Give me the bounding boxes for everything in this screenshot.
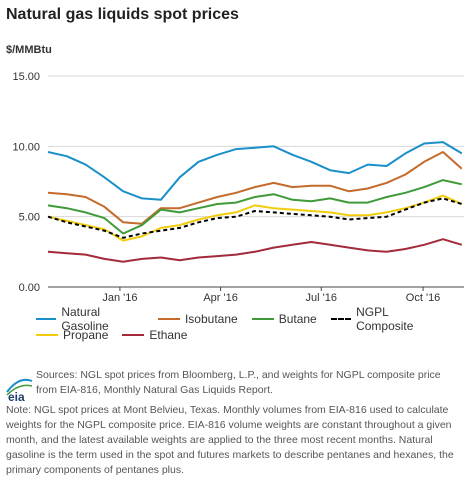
y-tick-label-1: 5.00 [19,212,40,224]
sources-text: Sources: NGL spot prices from Bloomberg,… [36,369,441,396]
x-tick-label-0: Jan '16 [102,292,137,304]
legend-item-ethane: Ethane [122,328,187,342]
series-line-natural-gasoline [47,141,463,201]
legend-label-isobutane: Isobutane [184,312,238,326]
y-unit-label: $/MMBtu [6,44,52,56]
legend-item-natural-gasoline: Natural Gasoline [36,305,144,333]
legend-label-natural-gasoline: Natural Gasoline [61,305,109,333]
legend-swatch-natural-gasoline [36,318,57,320]
series-line-ngpl-composite [47,197,463,239]
series-line-ethane [47,238,463,263]
note-text: Note: NGL spot prices at Mont Belvieu, T… [6,404,454,476]
y-tick-label-0: 0.00 [19,282,40,294]
series-line-isobutane [47,151,463,225]
x-tick-label-3: Oct '16 [406,292,441,304]
legend-item-isobutane: Isobutane [157,312,238,326]
legend-label-ethane: Ethane [149,328,188,342]
eia-logo-text: eia [8,390,25,402]
eia-logo: eia [6,378,33,402]
legend-label-butane: Butane [278,312,317,326]
legend-item-butane: Butane [251,312,317,326]
legend-swatch-ethane [122,334,145,336]
legend-label-ngpl-composite: NGPL Composite [356,305,414,333]
legend-item-propane: Propane [36,328,108,342]
x-tick-label-2: Jul '16 [306,292,337,304]
x-tick-label-1: Apr '16 [203,292,238,304]
legend-swatch-propane [36,334,58,336]
chart-title: Natural gas liquids spot prices [6,6,239,23]
legend-swatch-isobutane [157,318,180,320]
chart-svg: 0.00 5.00 10.00 15.00 Jan '16 Apr '16 Jul '16 O… [12,71,464,304]
y-tick-label-3: 15.00 [12,71,40,83]
y-tick-label-2: 10.00 [12,141,40,153]
series-line-propane [47,194,463,242]
legend: Natural Gasoline Isobutane Butane NGPL C… [36,305,456,343]
legend-label-propane: Propane [63,328,109,342]
legend-swatch-butane [251,318,274,320]
legend-item-ngpl-composite: NGPL Composite [330,305,442,333]
legend-swatch-ngpl-composite [330,318,352,320]
series-line-butane [47,179,463,235]
